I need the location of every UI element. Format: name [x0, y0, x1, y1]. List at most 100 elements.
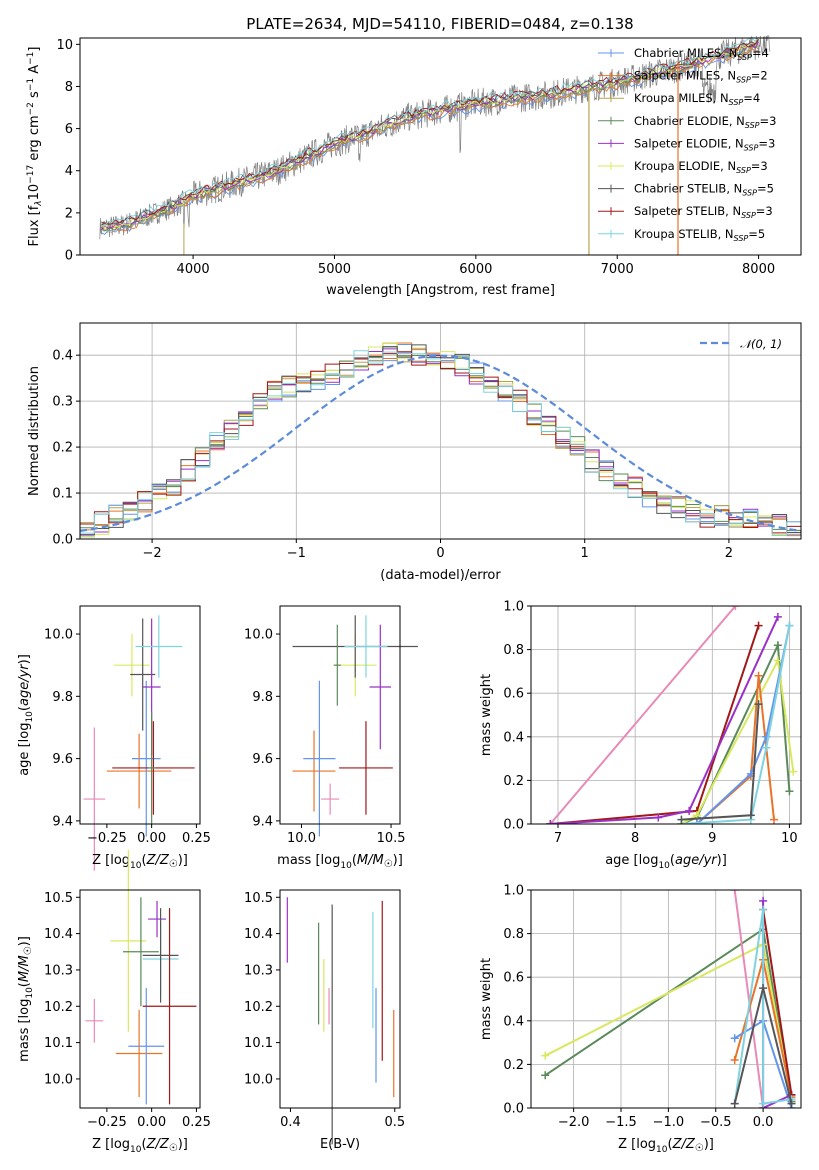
label-part: M/M — [357, 853, 384, 868]
weight-marker — [654, 813, 663, 822]
y-tick-label: 0.3 — [52, 395, 73, 410]
axes-frame — [79, 605, 201, 825]
errorbar-point — [303, 680, 336, 837]
y-axis-label: mass weight — [479, 674, 494, 756]
label-part: Flux [f — [27, 205, 42, 246]
spectrum-model-line — [101, 48, 759, 235]
y-tick-label: 9.8 — [52, 690, 73, 705]
histogram-steps — [80, 350, 801, 536]
weight-marker — [730, 1056, 739, 1065]
x-tick-label: 7 — [554, 831, 562, 846]
label-part: )] — [178, 853, 188, 868]
label-part: )] — [17, 654, 32, 664]
legend-entry: Salpeter ELODIE, NSSP=3 — [634, 136, 775, 152]
y-tick-label: 10.2 — [44, 1000, 73, 1015]
weight-marker — [730, 1099, 739, 1108]
legend-tail: =3 — [758, 136, 775, 150]
y-tick-label: 1.0 — [503, 884, 524, 899]
y-axis-label: mass [log10(M/M☉)] — [17, 936, 35, 1062]
weight-marker — [746, 811, 755, 820]
legend-entry: Chabrier MILES, NSSP=4 — [634, 46, 769, 62]
errorbar-point — [114, 634, 150, 697]
x-tick-label: 0.25 — [182, 831, 211, 846]
y-tick-label: 0.8 — [503, 927, 524, 942]
x-axis-label: Z [log10(Z/Z☉)] — [618, 1137, 714, 1155]
y-tick-label: 10 — [56, 38, 73, 53]
legend-entry: Chabrier STELIB, NSSP=5 — [634, 182, 774, 198]
plot-area — [546, 606, 798, 824]
x-axis-label: E(B-V) — [320, 1137, 360, 1152]
spectrum-observed-line — [99, 35, 771, 240]
x-axis-label: mass [log10(M/M☉)] — [277, 853, 403, 871]
weight-marker — [762, 743, 771, 752]
legend-text: Kroupa MILES, N — [634, 91, 729, 105]
x-tick-label: −2 — [143, 546, 162, 561]
legend-entry: Salpeter MILES, NSSP=2 — [634, 69, 768, 85]
y-tick-label: 10.0 — [44, 628, 73, 643]
x-axis-label: age [log10(age/yr)] — [605, 853, 727, 871]
y-tick-label: 0.8 — [503, 643, 524, 658]
weight-marker — [730, 1034, 739, 1043]
legend-entry: 𝒩(0, 1) — [740, 337, 782, 351]
legend-tail: =3 — [760, 114, 777, 128]
legend-tail: =5 — [748, 227, 765, 241]
x-tick-label: 7000 — [601, 262, 634, 277]
x-tick-label: 0.00 — [137, 1115, 166, 1130]
y-axis-label: Normed distribution — [27, 366, 42, 496]
y-tick-label: 0 — [65, 249, 73, 264]
label-part: 10 — [27, 184, 42, 201]
spectrum-model-line — [100, 38, 759, 226]
label-part: −1 — [26, 52, 36, 65]
weight-line — [681, 641, 791, 824]
legend-entry: Salpeter STELIB, NSSP=3 — [634, 204, 773, 220]
label-part: age/yr — [17, 663, 32, 706]
label-part: erg cm — [27, 115, 42, 164]
y-tick-label: 0.2 — [503, 774, 524, 789]
weight-marker — [787, 1099, 796, 1108]
x-tick-label: 10 — [781, 831, 798, 846]
label-part: )] — [717, 853, 727, 868]
panel-mass_vs_Z: −0.25 0.00 0.25 10.0 10.1 10.2 10.3 10.4 10.5 Z [… — [17, 850, 211, 1155]
x-tick-label: 0.25 — [182, 1115, 211, 1130]
errorbar-point — [122, 897, 159, 1007]
label-part: −17 — [26, 165, 36, 184]
legend-text: Kroupa ELODIE, N — [634, 159, 736, 173]
x-tick-label: 2 — [725, 546, 733, 561]
x-tick-label: 0.4 — [280, 1115, 301, 1130]
figure-title: PLATE=2634, MJD=54110, FIBERID=0484, z=0… — [246, 15, 633, 33]
errorbar-point — [128, 988, 165, 1105]
y-tick-label: 9.6 — [52, 752, 73, 767]
label-part: ( — [667, 1137, 672, 1152]
x-tick-label: 1 — [581, 546, 589, 561]
errorbar-point — [148, 900, 166, 938]
axes-frame — [279, 889, 401, 1109]
x-tick-label: 9 — [708, 831, 716, 846]
label-part: ☉ — [695, 1143, 704, 1154]
weight-line — [681, 625, 791, 824]
label-part: )] — [178, 1137, 188, 1152]
weight-marker — [759, 905, 768, 914]
y-axis-label: age [log10(age/yr)] — [17, 654, 35, 776]
x-tick-label: 8000 — [742, 262, 775, 277]
weight-line — [549, 606, 737, 824]
legend-text: Salpeter STELIB, N — [634, 204, 741, 218]
label-part: )] — [704, 1137, 714, 1152]
label-part: ( — [670, 853, 675, 868]
panel-age_vs_mass: 10.0 10.5 9.4 9.6 9.8 10.0 mass [log10(M/M☉)] — [244, 605, 418, 871]
legend-sub: SSP — [744, 143, 759, 152]
weight-marker — [692, 820, 701, 824]
label-part: age/yr — [675, 853, 718, 868]
legend-tail: =2 — [751, 69, 768, 83]
label-part: Z [log — [618, 1137, 656, 1152]
label-part: ☉ — [169, 859, 178, 870]
label-part: Z/Z — [146, 853, 170, 868]
plot-area — [79, 342, 802, 538]
y-tick-label: 0.2 — [52, 441, 73, 456]
label-part: M/M — [17, 955, 32, 982]
y-tick-label: 0.6 — [503, 687, 524, 702]
weight-marker — [754, 700, 763, 709]
label-part: 10 — [130, 861, 142, 871]
plot-area — [541, 890, 796, 1108]
y-tick-label: 0.0 — [52, 533, 73, 548]
